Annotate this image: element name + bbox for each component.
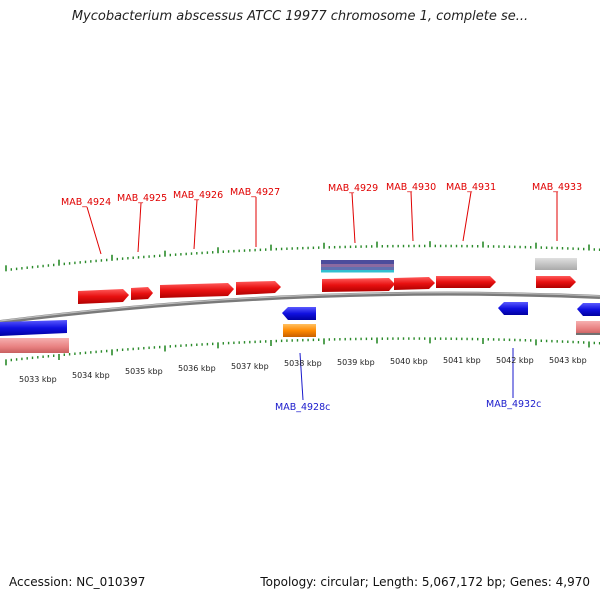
kbp-label: 5037 kbp (231, 362, 269, 371)
gene-label-mab-4931[interactable]: MAB_4931 (446, 182, 496, 193)
accession-text: Accession: NC_010397 (9, 575, 146, 589)
gene-arrow-mab-4928c[interactable] (282, 307, 316, 320)
gene-arrow-mab-4931[interactable] (436, 276, 496, 288)
kbp-label: 5038 kbp (284, 359, 322, 368)
feature-track-stack (321, 260, 394, 264)
kbp-scale-labels: 5033 kbp 5034 kbp 5035 kbp 5036 kbp 5037… (19, 356, 587, 384)
kbp-label: 5034 kbp (72, 371, 110, 380)
gene-arrow-left-partial[interactable] (0, 320, 67, 336)
kbp-label: 5043 kbp (549, 356, 587, 365)
gene-arrow-mab-4924[interactable] (78, 289, 129, 304)
gene-label-mab-4929[interactable]: MAB_4929 (328, 183, 378, 194)
kbp-label: 5033 kbp (19, 375, 57, 384)
orange-feature (283, 324, 316, 337)
gene-arrow-mab-4929[interactable] (322, 278, 395, 292)
upper-tick-track (5, 241, 600, 272)
chromosome-backbone (0, 291, 600, 324)
genome-summary-text: Topology: circular; Length: 5,067,172 bp… (260, 575, 590, 589)
map-title: Mycobacterium abscessus ATCC 19977 chrom… (71, 9, 529, 24)
kbp-label: 5042 kbp (496, 356, 534, 365)
gene-arrow-mab-4927[interactable] (236, 281, 281, 295)
lower-tick-track (5, 337, 600, 366)
gene-label-mab-4930[interactable]: MAB_4930 (386, 182, 436, 193)
gene-arrow-mab-4932c[interactable] (498, 302, 528, 315)
kbp-label: 5041 kbp (443, 356, 481, 365)
gene-label-mab-4933[interactable]: MAB_4933 (532, 182, 582, 193)
reverse-leader-lines (299, 348, 514, 401)
pink-feature-left (0, 338, 69, 353)
pink-feature-right (576, 321, 600, 334)
gene-label-mab-4927[interactable]: MAB_4927 (230, 187, 280, 198)
kbp-label: 5039 kbp (337, 358, 375, 367)
gene-arrow-mab-4925[interactable] (131, 287, 153, 300)
gray-feature (535, 258, 577, 270)
gene-label-mab-4932c[interactable]: MAB_4932c (486, 399, 541, 410)
gene-arrow-right-partial[interactable] (577, 303, 600, 316)
kbp-label: 5036 kbp (178, 364, 216, 373)
gene-arrow-mab-4926[interactable] (160, 283, 234, 298)
gene-arrow-mab-4933[interactable] (536, 276, 576, 288)
kbp-label: 5035 kbp (125, 367, 163, 376)
gene-label-mab-4924[interactable]: MAB_4924 (61, 197, 111, 208)
gene-leader-lines (86, 191, 558, 255)
gene-label-mab-4925[interactable]: MAB_4925 (117, 193, 167, 204)
gene-arrow-mab-4930[interactable] (394, 277, 435, 290)
gene-label-mab-4928c[interactable]: MAB_4928c (275, 402, 330, 413)
gene-label-mab-4926[interactable]: MAB_4926 (173, 190, 223, 201)
kbp-label: 5040 kbp (390, 357, 428, 366)
